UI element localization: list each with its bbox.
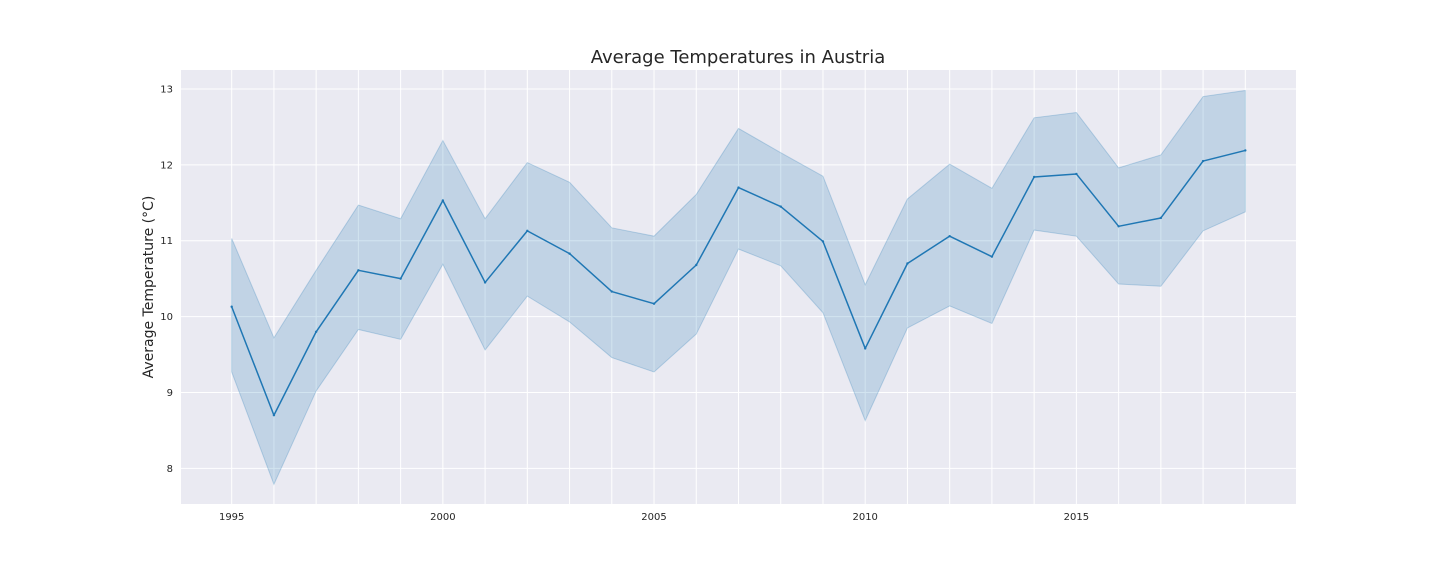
data-point [399, 277, 402, 280]
x-tick-label: 2015 [1064, 512, 1089, 523]
x-tick-label: 2000 [430, 512, 455, 523]
series-line-layer [230, 149, 1247, 417]
confidence-band [231, 89, 1246, 486]
data-point [483, 281, 487, 284]
chart-title: Average Temperatures in Austria [591, 47, 885, 68]
data-point [1075, 172, 1078, 176]
x-tick-label: 2005 [641, 512, 666, 523]
data-point [779, 205, 782, 208]
data-point [737, 186, 740, 189]
y-tick-label: 8 [167, 464, 173, 475]
data-point [864, 347, 867, 350]
data-point [948, 234, 951, 238]
data-point [990, 255, 994, 258]
data-point [441, 199, 445, 202]
data-point [821, 240, 825, 243]
data-point [610, 290, 613, 293]
data-point [314, 330, 318, 333]
data-point [695, 263, 698, 267]
y-tick-label: 12 [160, 160, 173, 171]
data-point [1159, 216, 1163, 220]
y-tick-label: 13 [160, 84, 173, 95]
data-point [568, 252, 571, 255]
data-point [230, 305, 233, 308]
grid-layer [181, 70, 1296, 504]
y-tick-label: 10 [160, 312, 173, 323]
y-tick-label: 9 [167, 388, 173, 399]
data-point [526, 229, 529, 233]
data-point [1201, 159, 1205, 163]
data-point [357, 269, 360, 272]
data-point [652, 302, 656, 305]
y-tick-label: 11 [160, 236, 173, 247]
y-axis-label: Average Temperature (°C) [141, 196, 157, 379]
data-point [1032, 175, 1036, 179]
confidence-band-layer [231, 89, 1246, 486]
tick-label-layer: 1995 2000 2005 2010 2015 8 9 10 11 12 13 [160, 84, 1089, 523]
data-point [1117, 225, 1120, 228]
data-point [906, 262, 909, 265]
data-point [272, 414, 276, 417]
x-tick-label: 2010 [852, 512, 877, 523]
x-tick-label: 1995 [219, 512, 244, 523]
data-point [1244, 149, 1247, 152]
